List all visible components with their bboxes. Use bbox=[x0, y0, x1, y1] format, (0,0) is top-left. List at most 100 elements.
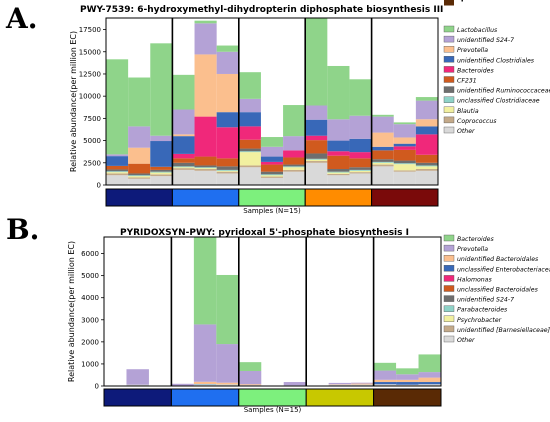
chart-a-bar-14-other bbox=[393, 171, 416, 185]
chart-a-bar-6-blautia bbox=[216, 170, 239, 172]
chart-b-bar-14-unidentified-bacteroidales bbox=[396, 379, 419, 383]
chart-a-bar-7-unidentified-ruminococcaceae bbox=[238, 148, 261, 152]
chart-a-bar-4-cf231 bbox=[172, 158, 195, 163]
chart-a-bar-13-coprococcus bbox=[371, 164, 394, 167]
chart-a-legend-label: unidentified S24-7 bbox=[457, 36, 514, 44]
chart-a-legend-label: CF231 bbox=[457, 78, 477, 85]
chart-b-bar-13-other bbox=[373, 384, 397, 386]
chart-a-bar-7-bacteroides bbox=[238, 126, 261, 140]
panel-b-letter: B. bbox=[6, 213, 40, 246]
chart-b-bar-2-prevotella bbox=[126, 369, 149, 385]
chart-a-bar-2-blautia bbox=[128, 176, 151, 178]
chart-a-bar-10-bacteroides bbox=[305, 135, 328, 141]
chart-a-bar-6-lactobacillus bbox=[216, 45, 239, 52]
chart-a-group-strip-m bbox=[371, 188, 439, 207]
chart-a-bar-14-bacteroides bbox=[393, 146, 416, 150]
chart-a-bar-12-other bbox=[349, 173, 372, 185]
chart-a-bar-3-blautia bbox=[150, 172, 173, 175]
chart-b-group-strip-l bbox=[305, 388, 375, 407]
chart-a-bar-12-coprococcus bbox=[349, 172, 372, 174]
chart-b-legend-label: unclassified Bacteroidales bbox=[457, 286, 539, 294]
chart-a-bar-9-blautia bbox=[283, 167, 306, 170]
chart-a-bar-15-other bbox=[415, 170, 438, 185]
chart-a-bar-13-other bbox=[371, 166, 394, 185]
chart-a-bar-9-lactobacillus bbox=[283, 105, 306, 137]
chart-a-legend-swatch bbox=[443, 106, 455, 114]
chart-a-bar-10-unidentified-ruminococcaceae bbox=[305, 153, 328, 159]
chart-a-bar-13-blautia bbox=[371, 162, 394, 165]
chart-a-bar-4-unidentified-clostridiales bbox=[172, 136, 195, 154]
chart-a-legend-swatch bbox=[443, 25, 455, 33]
chart-b-bar-14-unclassified-enterobacteriaceae bbox=[396, 382, 419, 385]
chart-a-bar-12-lactobacillus bbox=[349, 79, 372, 116]
chart-a-legend-label: Coprococcus bbox=[457, 118, 497, 125]
chart-a-bar-9-unidentified-s24-7 bbox=[283, 136, 306, 151]
chart-b-legend-label: unclassified Enterobacteriaceae bbox=[457, 265, 550, 273]
chart-b-bar-14-prevotella bbox=[396, 374, 419, 380]
chart-a-bar-10-blautia bbox=[305, 159, 328, 162]
chart-a-bar-13-lactobacillus bbox=[371, 114, 394, 117]
chart-a-bar-7-unidentified-s24-7 bbox=[238, 98, 261, 113]
chart-a-sample-legend-label: M bbox=[458, 0, 463, 2]
chart-a-bar-12-unidentified-s24-7 bbox=[349, 115, 372, 139]
chart-a-bar-11-other bbox=[327, 175, 350, 185]
chart-a-legend-swatch bbox=[443, 66, 455, 73]
chart-a-legend-swatch bbox=[443, 76, 455, 83]
chart-a-bar-8-unclassified-clostridiaceae bbox=[260, 174, 284, 176]
chart-a-ytick-label: 0 bbox=[97, 182, 101, 190]
chart-a-bar-6-bacteroides bbox=[216, 127, 239, 159]
chart-b-bar-11-prevotella bbox=[328, 382, 352, 385]
chart-a-bar-12-cf231 bbox=[349, 158, 372, 168]
chart-a-bar-5-lactobacillus bbox=[194, 20, 217, 24]
chart-a-legend-label: unidentified Ruminococcaceae bbox=[457, 87, 550, 95]
chart-a-title: PWY-7539: 6-hydroxymethyl-dihydropterin … bbox=[80, 5, 444, 15]
chart-a-ytick-label: 12500 bbox=[79, 70, 101, 78]
chart-b-sample-legend-label: H bbox=[458, 0, 463, 2]
chart-b-bar-7-unidentified-bacteroidales bbox=[238, 384, 262, 386]
chart-a-bar-13-unidentified-s24-7 bbox=[371, 116, 394, 133]
chart-b-legend-swatch bbox=[443, 285, 455, 292]
chart-a-bar-5-blautia bbox=[194, 168, 217, 170]
chart-b-group-strip-im bbox=[238, 388, 307, 407]
chart-a-ytick-label: 17500 bbox=[79, 26, 101, 34]
chart-a-bar-6-other bbox=[216, 173, 239, 185]
chart-b-legend-swatch bbox=[443, 275, 455, 282]
chart-b-bar-14-bacteroides bbox=[396, 368, 419, 375]
chart-a-bar-10-unidentified-s24-7 bbox=[305, 105, 328, 120]
chart-b-title: PYRIDOXSYN-PWY: pyridoxal 5'-phosphate b… bbox=[120, 228, 409, 238]
chart-a-bar-10-other bbox=[305, 162, 328, 185]
chart-b-sample-legend-label: L bbox=[458, 0, 462, 2]
chart-b-legend-label: Other bbox=[457, 336, 475, 344]
chart-a-bar-12-bacteroides bbox=[349, 152, 372, 159]
chart-a-legend-label: Lactobacillus bbox=[457, 26, 498, 34]
chart-b-group-strip-m bbox=[373, 388, 442, 407]
chart-a-legend-swatch bbox=[443, 126, 455, 134]
chart-a-legend-label: Other bbox=[457, 127, 475, 135]
chart-b-legend-label: Bacteroides bbox=[457, 235, 494, 243]
panel-a-letter: A. bbox=[6, 2, 38, 35]
chart-a-bar-14-cf231 bbox=[393, 149, 416, 161]
chart-b-ytick-label: 5000 bbox=[81, 272, 99, 280]
chart-b-bar-6-bacteroides bbox=[216, 274, 239, 345]
chart-b-bar-6-other bbox=[216, 384, 239, 386]
chart-b-bar-5-prevotella bbox=[193, 324, 217, 382]
chart-a-bar-6-coprococcus bbox=[216, 171, 239, 174]
chart-a-group-strip-l bbox=[304, 188, 373, 207]
chart-a-bar-8-coprococcus bbox=[260, 176, 284, 178]
chart-a-bar-10-unidentified-clostridiales bbox=[305, 119, 328, 136]
chart-a-bar-9-coprococcus bbox=[283, 169, 306, 172]
chart-a-sample-legend-label: IM bbox=[458, 0, 465, 2]
chart-a-bar-15-cf231 bbox=[415, 154, 438, 163]
chart-b-legend-label: unidentified [Barnesiellaceae] bbox=[457, 326, 550, 334]
chart-a-bar-15-unidentified-clostridiales bbox=[415, 126, 438, 135]
chart-b-legend-label: Parabacteroides bbox=[457, 306, 508, 314]
chart-a-bar-7-other bbox=[238, 167, 261, 185]
chart-b-ytick-label: 2000 bbox=[81, 338, 99, 346]
chart-b-bar-6-unidentified-bacteroidales bbox=[216, 382, 239, 385]
chart-a-bar-3-cf231 bbox=[150, 166, 173, 170]
chart-a-bar-3-unclassified-clostridiaceae bbox=[150, 171, 173, 173]
chart-a-bar-6-unclassified-clostridiaceae bbox=[216, 169, 239, 171]
chart-b-bar-9-prevotella bbox=[283, 382, 307, 386]
chart-a-ytick-label: 2500 bbox=[83, 159, 101, 167]
